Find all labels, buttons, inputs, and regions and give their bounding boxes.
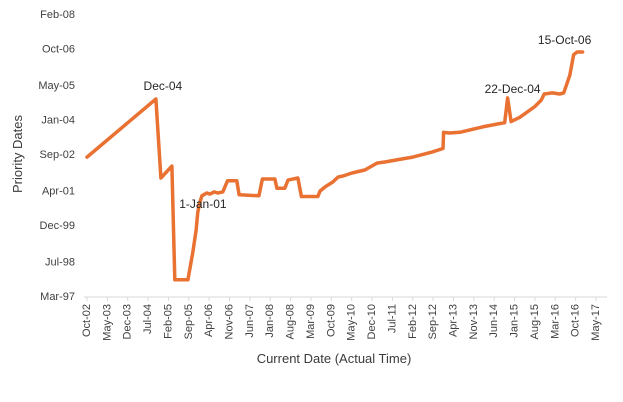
x-tick-label: Mar-16 — [549, 304, 561, 339]
x-tick-label: Nov-06 — [224, 304, 236, 339]
plot-area: Oct-02 May-03 Dec-03 Jul-04 Feb-05 Sep-05 Apr-… — [38, 9, 607, 341]
x-tick-label: Jan-15 — [509, 304, 521, 338]
x-tick-label: Dec-03 — [122, 304, 134, 339]
x-tick-label: Aug-08 — [285, 304, 297, 339]
y-tick-label: Oct-06 — [42, 43, 75, 55]
x-tick-label: Feb-05 — [162, 304, 174, 339]
x-tick-label: May-17 — [590, 304, 602, 341]
y-tick-label: Dec-99 — [40, 220, 75, 232]
x-tick-label: Sep-05 — [183, 304, 195, 339]
y-tick-label: Apr-01 — [42, 186, 75, 198]
x-tick-label: Jul-11 — [386, 304, 398, 333]
y-tick-label: Mar-97 — [40, 291, 75, 303]
x-tick-label: Feb-12 — [407, 304, 419, 339]
x-tick-label: Aug-15 — [529, 304, 541, 339]
x-tick-label: Sep-12 — [427, 304, 439, 339]
x-tick-label: Nov-13 — [468, 304, 480, 339]
annotation-1-jan-01: 1-Jan-01 — [179, 197, 227, 211]
x-tick-label: Dec-10 — [366, 304, 378, 339]
x-tick-label: May-10 — [346, 304, 358, 341]
x-tick-label: Jun-14 — [488, 304, 500, 338]
x-tick-label: May-03 — [101, 304, 113, 341]
y-tick-label: Sep-02 — [40, 149, 75, 161]
y-tick-label: Feb-08 — [40, 9, 75, 21]
x-tick-label: Mar-09 — [305, 304, 317, 339]
x-tick-label: Oct-16 — [570, 304, 582, 337]
annotation-22-dec-04: 22-Dec-04 — [485, 82, 541, 96]
y-tick-label: Jul-98 — [45, 257, 75, 269]
x-tick-label: Jan-08 — [264, 304, 276, 338]
x-tick-label: Oct-02 — [81, 304, 93, 337]
y-tick-label: May-05 — [38, 80, 75, 92]
annotation-15-oct-06: 15-Oct-06 — [538, 33, 592, 47]
annotation-dec-04: Dec-04 — [144, 79, 183, 93]
x-tick-label: Apr-13 — [447, 304, 459, 337]
x-tick-label: Apr-06 — [203, 304, 215, 337]
x-tick-label: Jul-04 — [142, 304, 154, 334]
x-axis-title: Current Date (Actual Time) — [257, 351, 412, 366]
y-axis-title: Priority Dates — [10, 114, 25, 193]
y-tick-label: Jan-04 — [41, 114, 75, 126]
priority-date-line — [85, 50, 585, 282]
x-tick-label: Oct-09 — [325, 304, 337, 337]
x-tick-label: Jun-07 — [244, 304, 256, 338]
